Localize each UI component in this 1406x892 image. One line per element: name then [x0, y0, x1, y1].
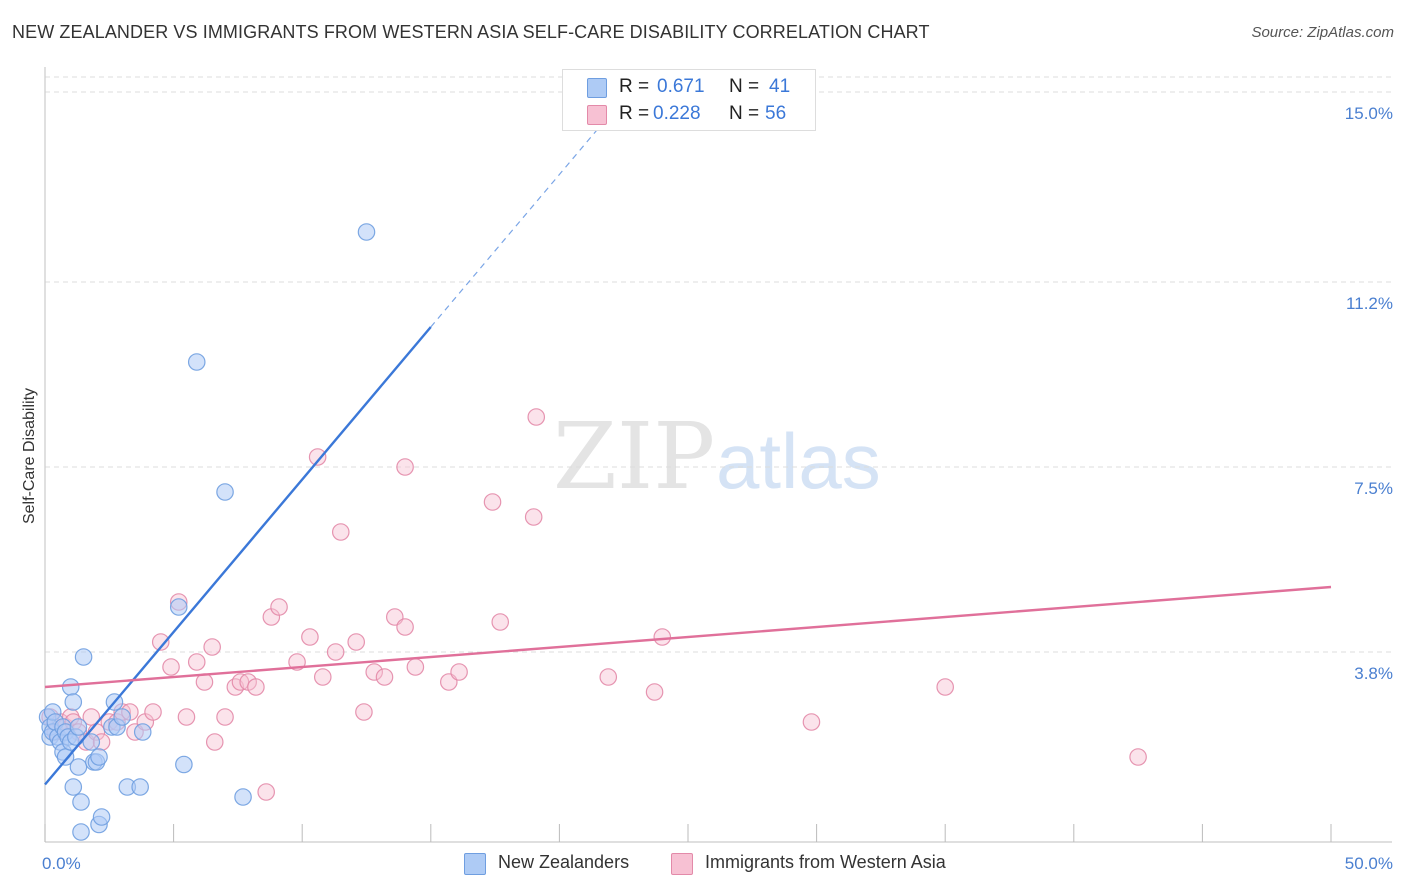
watermark: ZIP atlas — [553, 403, 881, 510]
point-western-asia — [936, 678, 954, 696]
legend-row-western-asia: R = 0.228 N = 56 — [563, 101, 815, 127]
legend-label: Immigrants from Western Asia — [705, 852, 946, 872]
point-western-asia — [177, 708, 196, 726]
point-new-zealanders — [357, 223, 376, 241]
source-label: Source: ZipAtlas.com — [1251, 24, 1394, 41]
tick-labels: 3.8% 7.5% 11.2% 15.0% 0.0% 50.0% — [42, 104, 1393, 873]
point-new-zealanders — [92, 808, 111, 826]
point-western-asia — [1129, 748, 1147, 766]
trend-line-new-zealanders-extension — [430, 128, 599, 328]
point-new-zealanders — [72, 793, 90, 811]
point-western-asia — [187, 653, 206, 671]
legend-r-value: 0.228 — [653, 103, 701, 124]
trend-line-new-zealanders — [44, 326, 432, 786]
series-legend: New Zealanders Immigrants from Western A… — [0, 852, 1406, 878]
point-new-zealanders — [64, 693, 83, 711]
point-western-asia — [365, 663, 384, 681]
point-western-asia — [355, 703, 373, 721]
x-tick-label: 50.0% — [1345, 854, 1393, 873]
point-new-zealanders — [72, 823, 90, 841]
point-western-asia — [375, 668, 394, 686]
point-new-zealanders — [131, 778, 149, 796]
legend-n-value: 56 — [765, 103, 787, 124]
watermark-zip: ZIP — [553, 403, 715, 510]
point-western-asia — [653, 628, 672, 646]
point-new-zealanders — [216, 483, 234, 501]
y-tick-label: 3.8% — [1354, 664, 1393, 683]
watermark-atlas: atlas — [716, 417, 881, 505]
legend-swatch-blue — [464, 853, 486, 875]
point-western-asia — [645, 683, 664, 701]
point-western-asia — [195, 673, 214, 691]
point-western-asia — [396, 458, 414, 476]
trend-line-western-asia — [44, 585, 1332, 689]
gridlines — [45, 76, 1392, 653]
point-western-asia — [450, 663, 468, 681]
point-western-asia — [226, 678, 245, 696]
legend-row-new-zealanders: R = 0.671 N = 41 — [563, 74, 815, 100]
point-western-asia — [205, 733, 224, 751]
point-new-zealanders — [169, 598, 188, 616]
point-western-asia — [151, 633, 170, 651]
legend-label: New Zealanders — [498, 852, 630, 872]
point-western-asia — [301, 628, 319, 646]
point-western-asia — [406, 658, 425, 676]
point-western-asia — [162, 658, 180, 676]
legend-r-label: R = — [619, 76, 650, 97]
point-new-zealanders — [133, 723, 152, 741]
legend-n-label: N = — [729, 76, 760, 97]
legend-swatch-pink — [587, 105, 607, 125]
point-new-zealanders — [61, 678, 80, 696]
legend-r-label: R = — [619, 103, 650, 124]
point-new-zealanders — [175, 755, 193, 774]
point-western-asia — [247, 678, 265, 696]
point-western-asia — [802, 713, 821, 731]
point-new-zealanders — [64, 778, 83, 796]
y-tick-label: 15.0% — [1345, 104, 1393, 123]
y-tick-label: 11.2% — [1346, 294, 1393, 313]
x-tick-label: 0.0% — [42, 854, 81, 873]
point-western-asia — [483, 493, 502, 511]
point-western-asia — [308, 448, 327, 466]
point-new-zealanders — [69, 758, 88, 776]
point-new-zealanders — [187, 353, 206, 371]
legend-r-value: 0.671 — [657, 76, 705, 97]
correlation-legend: R = 0.671 N = 41 R = 0.228 N = 56 — [562, 69, 816, 131]
point-western-asia — [326, 643, 345, 661]
legend-n-label: N = — [729, 103, 760, 124]
point-western-asia — [491, 613, 510, 631]
chart-title: NEW ZEALANDER VS IMMIGRANTS FROM WESTERN… — [12, 22, 930, 42]
point-new-zealanders — [74, 648, 93, 666]
y-tick-label: 7.5% — [1354, 479, 1393, 498]
data-points — [38, 223, 1147, 841]
point-western-asia — [331, 523, 350, 541]
point-new-zealanders — [234, 788, 252, 806]
point-western-asia — [527, 408, 546, 426]
legend-swatch-pink — [671, 853, 693, 875]
point-new-zealanders — [69, 718, 88, 736]
point-western-asia — [313, 668, 332, 686]
legend-swatch-blue — [587, 78, 607, 98]
point-western-asia — [203, 638, 221, 656]
point-western-asia — [396, 618, 414, 636]
legend-n-value: 41 — [769, 76, 791, 97]
point-western-asia — [216, 708, 234, 726]
point-new-zealanders — [113, 708, 131, 726]
point-western-asia — [270, 598, 288, 616]
point-western-asia — [347, 633, 366, 651]
point-western-asia — [524, 508, 543, 526]
point-new-zealanders — [90, 748, 108, 766]
point-western-asia — [144, 703, 162, 721]
point-western-asia — [599, 668, 618, 686]
point-western-asia — [257, 783, 275, 801]
point-new-zealanders — [82, 733, 101, 751]
trend-lines — [44, 128, 1332, 786]
